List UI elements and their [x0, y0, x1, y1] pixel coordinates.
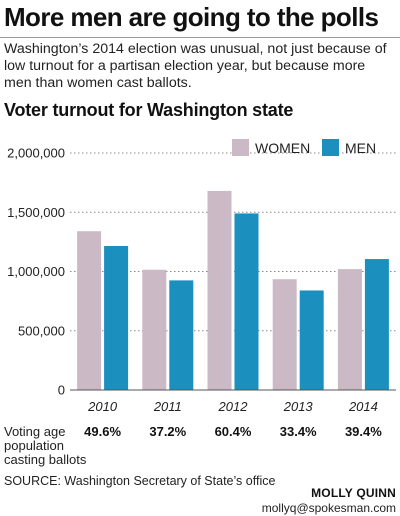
intro-text: Washington’s 2014 election was unusual, … — [4, 41, 387, 91]
bar-women-2014 — [337, 269, 362, 390]
bar-men-2012 — [234, 213, 259, 390]
x-tick-label: 2010 — [87, 399, 118, 414]
credit-email: mollyq@spokesman.com — [261, 501, 396, 515]
bar-women-2010 — [77, 231, 102, 390]
turnout-percent-2011: 37.2% — [149, 424, 187, 439]
credit-name: MOLLY QUINN — [311, 486, 396, 500]
bar-women-2012 — [207, 190, 232, 390]
legend-label-women: WOMEN — [255, 140, 310, 156]
bar-men-2010 — [104, 246, 129, 390]
y-tick-label: 1,000,000 — [7, 264, 65, 279]
legend-label-men: MEN — [345, 140, 376, 156]
turnout-percent-2010: 49.6% — [84, 424, 122, 439]
page-title: More men are going to the polls — [4, 2, 379, 32]
x-tick-label: 2011 — [153, 399, 182, 414]
x-tick-label: 2014 — [348, 399, 378, 414]
y-tick-label: 1,500,000 — [7, 205, 65, 220]
credit-block: MOLLY QUINN mollyq@spokesman.com — [262, 486, 396, 515]
source-note: SOURCE: Washington Secretary of State’s … — [4, 474, 276, 488]
bar-men-2013 — [299, 290, 324, 390]
y-tick-label: 0 — [58, 383, 65, 398]
bar-women-2011 — [142, 269, 167, 390]
bar-men-2011 — [169, 280, 194, 390]
turnout-percent-2014: 39.4% — [344, 424, 382, 439]
x-tick-label: 2013 — [283, 399, 314, 414]
legend-swatch-men — [322, 139, 339, 156]
bar-men-2014 — [364, 259, 389, 390]
legend-swatch-women — [232, 139, 249, 156]
bar-women-2013 — [272, 279, 297, 390]
turnout-percent-2012: 60.4% — [214, 424, 252, 439]
turnout-percent-2013: 33.4% — [279, 424, 317, 439]
y-tick-label: 500,000 — [18, 323, 65, 338]
y-tick-label: 2,000,000 — [7, 146, 65, 161]
title-divider — [0, 37, 400, 38]
x-tick-label: 2012 — [218, 399, 249, 414]
chart-title: Voter turnout for Washington state — [4, 100, 294, 120]
turnout-row-label: Voting age population casting ballots — [4, 424, 87, 467]
